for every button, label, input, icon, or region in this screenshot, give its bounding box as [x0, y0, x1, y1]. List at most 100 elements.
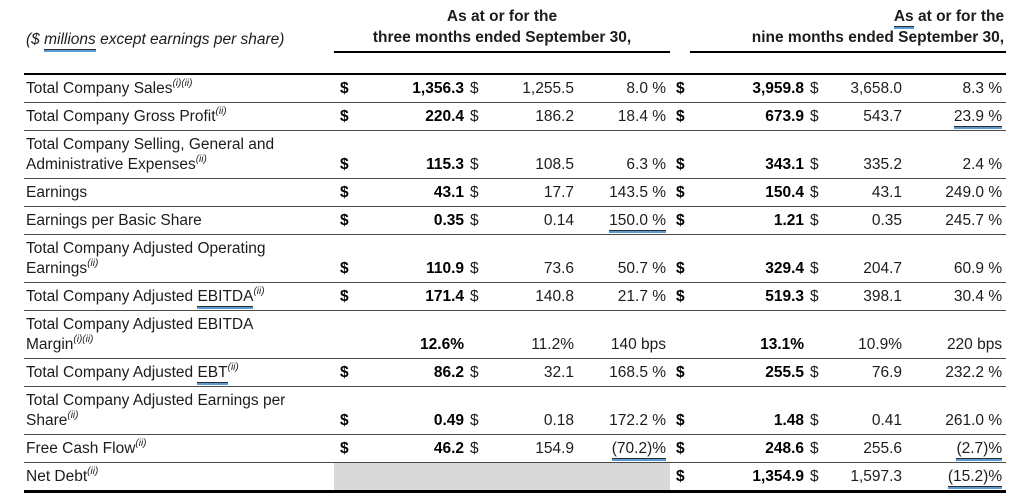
three-months-header: As at or for the three months ended Sept… [334, 6, 671, 53]
header-divider [24, 53, 1007, 75]
prior-ninemonth-value: 543.7 [832, 102, 903, 131]
row-label: Total Company Adjusted Operating Earning… [24, 234, 334, 283]
dollar-sign: $ [670, 462, 703, 493]
dollar-sign: $ [804, 386, 833, 435]
dollar-sign: $ [804, 462, 833, 493]
header-text: at or for the [913, 8, 1005, 25]
dollar-sign: $ [804, 178, 833, 207]
dollar-sign: $ [670, 102, 703, 131]
current-quarter-value: 46.2 [360, 434, 464, 463]
current-ninemonth-value: 343.1 [702, 130, 805, 179]
prior-quarter-value: 32.1 [494, 358, 574, 387]
row-label-text: Total Company Selling, General and Admin… [26, 136, 275, 173]
quarter-change-value: 168.5 % [574, 358, 671, 387]
prior-ninemonth-value: 0.35 [832, 206, 903, 235]
ninemonth-change-value: 261.0 % [902, 386, 1007, 435]
footnote-superscript: (i)(ii) [73, 333, 94, 345]
table-row: Total Company Sales(i)(ii) $ 1,356.3 $ 1… [24, 74, 1007, 103]
row-label: Earnings per Basic Share [24, 206, 334, 235]
period-header-line1: As at or for the [446, 8, 558, 25]
prior-quarter-value: 154.9 [494, 434, 574, 463]
current-quarter-value: 115.3 [360, 130, 464, 179]
dollar-sign: $ [464, 102, 494, 131]
dollar-sign [464, 462, 494, 493]
current-quarter-value: 12.6% [360, 310, 464, 359]
dollar-sign: $ [464, 358, 494, 387]
row-label-text: Total Company Sales(i)(ii) [26, 77, 193, 97]
prior-quarter-value: 186.2 [494, 102, 574, 131]
dollar-sign: $ [670, 386, 703, 435]
dollar-sign: $ [804, 282, 833, 311]
footnote-superscript: (ii) [195, 153, 207, 165]
dollar-sign: $ [464, 178, 494, 207]
current-quarter-value: 220.4 [360, 102, 464, 131]
current-ninemonth-value: 329.4 [702, 234, 805, 283]
table-row: Total Company Adjusted EBITDA Margin(i)(… [24, 310, 1007, 359]
table-row: Earnings per Basic Share $ 0.35 $ 0.14 1… [24, 206, 1007, 235]
row-label-text: Total Company Adjusted EBITDA Margin(i)(… [26, 316, 253, 353]
current-ninemonth-value: 673.9 [702, 102, 805, 131]
quarter-change-value: 18.4 % [574, 102, 671, 131]
dollar-sign: $ [804, 358, 833, 387]
table-row: Earnings $ 43.1 $ 17.7 143.5 % $ 150.4 $… [24, 178, 1007, 207]
prior-ninemonth-value: 255.6 [832, 434, 903, 463]
prior-ninemonth-value: 398.1 [832, 282, 903, 311]
quarter-change-value: 50.7 % [574, 234, 671, 283]
current-ninemonth-value: 248.6 [702, 434, 805, 463]
prior-quarter-value [494, 462, 574, 493]
footnote-superscript: (i)(ii) [172, 77, 193, 89]
ninemonth-change-value: 23.9 % [902, 102, 1007, 131]
caption-marked-word: millions [44, 31, 96, 50]
dollar-sign: $ [464, 282, 494, 311]
current-quarter-value: 171.4 [360, 282, 464, 311]
dollar-sign: $ [670, 74, 703, 103]
header-marked-word: As [893, 8, 914, 27]
current-ninemonth-value: 150.4 [702, 178, 805, 207]
prior-ninemonth-value: 0.41 [832, 386, 903, 435]
dollar-sign: $ [334, 206, 360, 235]
prior-ninemonth-value: 10.9% [832, 310, 903, 359]
current-ninemonth-value: 519.3 [702, 282, 805, 311]
row-label-text: Total Company Adjusted EBITDA(ii) [26, 285, 265, 307]
ninemonth-change-value: 220 bps [902, 310, 1007, 359]
row-label-text: Net Debt(ii) [26, 465, 99, 485]
prior-quarter-value: 73.6 [494, 234, 574, 283]
dollar-sign: $ [334, 178, 360, 207]
units-caption: ($ millions except earnings per share) [24, 6, 334, 53]
table-row: Total Company Adjusted Earnings per Shar… [24, 386, 1007, 435]
dollar-sign [804, 310, 833, 359]
prior-quarter-value: 108.5 [494, 130, 574, 179]
period-header-line2: three months ended September 30, [372, 29, 632, 46]
dollar-sign: $ [334, 386, 360, 435]
dollar-sign [464, 310, 494, 359]
dollar-sign: $ [670, 434, 703, 463]
quarter-change-value: 6.3 % [574, 130, 671, 179]
dollar-sign: $ [464, 130, 494, 179]
current-ninemonth-value: 1.21 [702, 206, 805, 235]
three-months-header-lines: As at or for the three months ended Sept… [334, 6, 671, 53]
dollar-sign: $ [334, 434, 360, 463]
financial-summary-table: ($ millions except earnings per share) A… [24, 6, 1007, 493]
row-label: Total Company Selling, General and Admin… [24, 130, 334, 179]
ninemonth-change-value: 8.3 % [902, 74, 1007, 103]
prior-ninemonth-value: 76.9 [832, 358, 903, 387]
row-label: Earnings [24, 178, 334, 207]
current-ninemonth-value: 1,354.9 [702, 462, 805, 493]
footnote-superscript: (ii) [253, 285, 265, 297]
caption-text: ($ [26, 31, 45, 48]
quarter-change-value: (70.2)% [574, 434, 671, 463]
table-row: Total Company Adjusted Operating Earning… [24, 234, 1007, 283]
row-label: Total Company Adjusted EBITDA Margin(i)(… [24, 310, 334, 359]
dollar-sign: $ [670, 358, 703, 387]
ninemonth-change-value: 30.4 % [902, 282, 1007, 311]
quarter-change-value: 143.5 % [574, 178, 671, 207]
current-ninemonth-value: 1.48 [702, 386, 805, 435]
nine-months-header: As at or for the nine months ended Septe… [670, 6, 1007, 53]
dollar-sign [334, 462, 360, 493]
row-label: Total Company Adjusted EBT(ii) [24, 358, 334, 387]
dollar-sign: $ [804, 434, 833, 463]
row-label-text: Earnings per Basic Share [26, 212, 202, 229]
current-quarter-value: 110.9 [360, 234, 464, 283]
ninemonth-change-value: 245.7 % [902, 206, 1007, 235]
dollar-sign: $ [334, 102, 360, 131]
